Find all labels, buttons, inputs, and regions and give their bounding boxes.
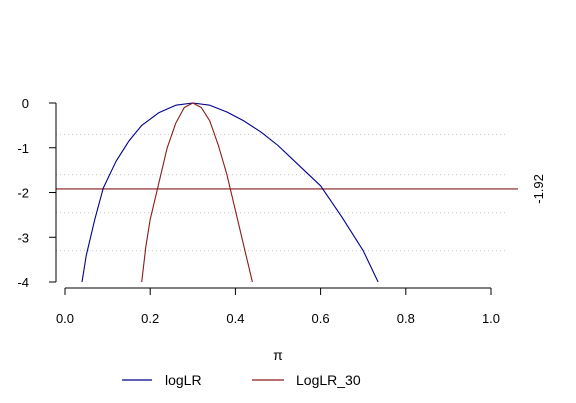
series-lines [81, 102, 379, 283]
series-line-logLR [81, 102, 379, 283]
x-tick-label-5: 1.0 [482, 311, 500, 326]
x-tick-label-3: 0.6 [312, 311, 330, 326]
y-tick-label-4: -4 [17, 275, 29, 290]
legend-label-logLR: logLR [165, 372, 202, 388]
x-axis-label: π [273, 347, 283, 363]
y-tick-label-3: -3 [17, 230, 29, 245]
x-tick-label-0: 0.0 [56, 311, 74, 326]
dotted-gridlines [56, 133, 506, 252]
x-tick-label-1: 0.2 [141, 311, 159, 326]
legend-label-LogLR_30: LogLR_30 [296, 372, 361, 388]
y-tick-label-1: -1 [17, 141, 29, 156]
y-tick-label-0: 0 [22, 96, 29, 111]
series-line-LogLR_30 [141, 102, 253, 283]
x-tick-label-2: 0.4 [226, 311, 244, 326]
axes: 0 -1 -2 -3 -4 0.0 0.2 0.4 0.6 0.8 1.0 [17, 96, 500, 326]
legend: logLR LogLR_30 [122, 372, 361, 388]
y-tick-label-2: -2 [17, 186, 29, 201]
x-tick-label-4: 0.8 [397, 311, 415, 326]
reference-line-label: -1.92 [531, 174, 546, 204]
